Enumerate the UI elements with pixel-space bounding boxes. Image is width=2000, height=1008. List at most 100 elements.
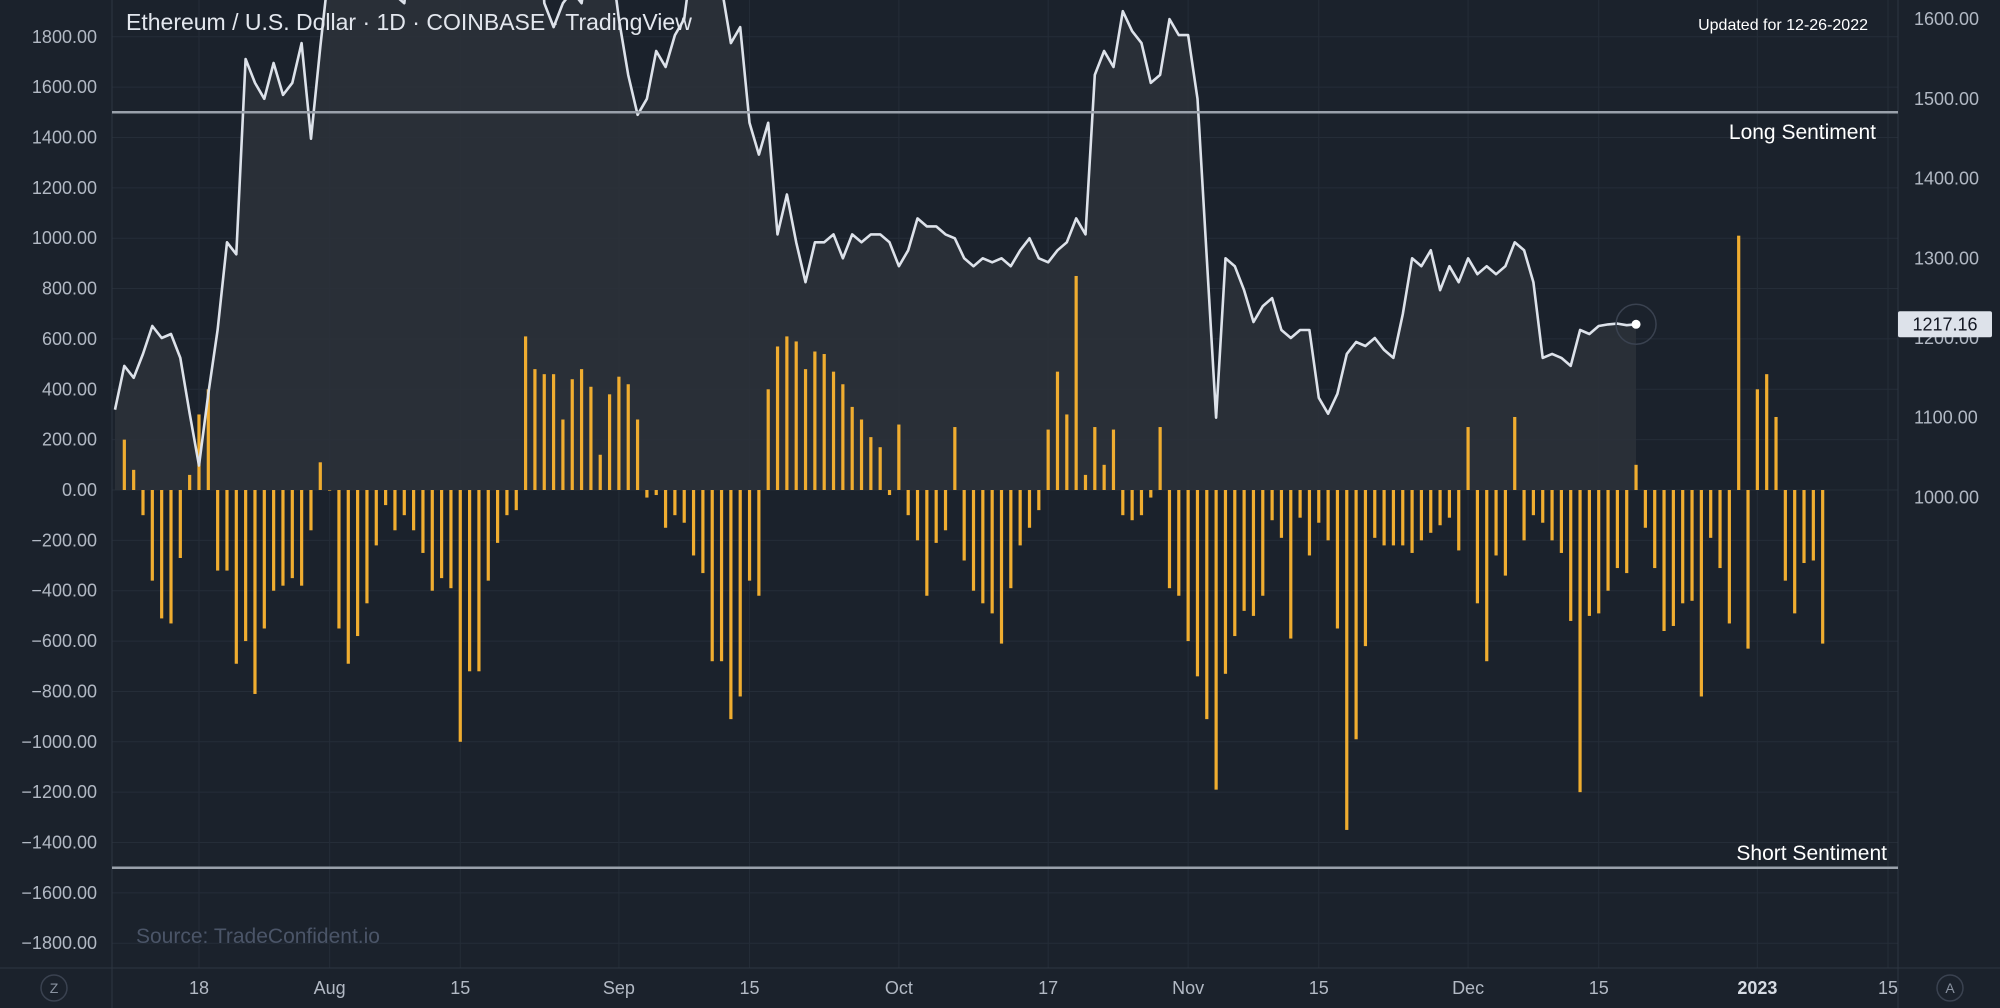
- auto-scale-left-circle[interactable]: [40, 974, 68, 1002]
- sentiment-bar: [523, 336, 528, 490]
- sentiment-bar: [1354, 490, 1358, 740]
- auto-scale-right-label[interactable]: A: [1945, 980, 1955, 996]
- sentiment-bar: [505, 490, 509, 516]
- auto-scale-left-label[interactable]: Z: [50, 980, 59, 996]
- sentiment-bar: [850, 406, 854, 490]
- sentiment-bar: [1345, 490, 1349, 830]
- sentiment-bar: [626, 384, 630, 490]
- left-axis-tick-label: 1000.00: [32, 228, 97, 248]
- sentiment-bar: [1065, 414, 1069, 490]
- sentiment-bar: [1055, 371, 1060, 490]
- sentiment-bar: [1550, 490, 1554, 541]
- sentiment-bar: [150, 490, 154, 581]
- sentiment-bar: [458, 490, 462, 742]
- sentiment-bar: [188, 474, 192, 490]
- last-price-ring: [1615, 303, 1657, 346]
- source-label: Source: TradeConfident.io: [136, 925, 380, 948]
- sentiment-bar: [943, 490, 948, 531]
- sentiment-bar: [486, 490, 490, 581]
- sentiment-bar: [337, 490, 341, 629]
- sentiment-bar: [1233, 490, 1237, 637]
- sentiment-bar: [141, 490, 145, 516]
- sentiment-bar: [729, 490, 733, 720]
- sentiment-bar: [1802, 490, 1806, 564]
- sentiment-bar: [719, 490, 724, 662]
- sentiment-bar: [346, 490, 350, 664]
- right-axis-tick-label: 1000.00: [1914, 487, 1979, 507]
- sentiment-bar: [1671, 490, 1675, 626]
- sentiment-bar: [1429, 490, 1433, 533]
- sentiment-bar: [1466, 427, 1470, 490]
- sentiment-bar: [561, 419, 565, 490]
- sentiment-bar: [1578, 490, 1582, 793]
- time-axis-tick-label: 18: [189, 978, 209, 998]
- sentiment-bar: [477, 490, 481, 672]
- sentiment-bar: [430, 490, 434, 591]
- sentiment-bar: [1765, 374, 1769, 490]
- sentiment-bar: [673, 490, 677, 516]
- sentiment-bar: [318, 462, 322, 490]
- updated-date: Updated for 12-26-2022: [1698, 17, 1868, 34]
- time-axis-tick-label: Dec: [1452, 978, 1484, 998]
- right-axis-tick-label: 1400.00: [1914, 169, 1979, 189]
- time-axis-tick-label: 15: [1309, 978, 1329, 998]
- left-axis-tick-label: 1600.00: [32, 77, 97, 97]
- sentiment-bar: [1457, 490, 1461, 551]
- auto-scale-left-button[interactable]: Z: [40, 974, 68, 1002]
- sentiment-bar: [169, 490, 173, 624]
- sentiment-bar: [1391, 490, 1396, 546]
- left-axis-tick-label: −400.00: [31, 581, 97, 601]
- sentiment-bar: [663, 490, 668, 528]
- auto-scale-right-circle[interactable]: [1936, 974, 1964, 1002]
- sentiment-bar: [757, 490, 761, 596]
- short-sentiment-label: Short Sentiment: [1736, 842, 1887, 865]
- sentiment-bar: [1074, 275, 1078, 490]
- auto-scale-right-button[interactable]: A: [1936, 974, 1964, 1002]
- sentiment-bar: [225, 490, 229, 571]
- sentiment-bar: [859, 419, 864, 490]
- sentiment-bar: [1373, 490, 1377, 538]
- left-axis-labels: 1800.00 1600.00 1400.00 1200.00 1000.00 800.0…: [21, 27, 97, 953]
- sentiment-bar: [1149, 490, 1153, 498]
- right-axis-tick-label: 1100.00: [1914, 408, 1978, 428]
- sentiment-bar: [1494, 490, 1498, 556]
- sentiment-bar: [813, 351, 817, 490]
- left-axis-tick-label: −1400.00: [21, 833, 97, 853]
- last-price-tag: 1217.16: [1898, 311, 1992, 338]
- sentiment-bar: [393, 490, 397, 531]
- sentiment-bar: [701, 490, 705, 574]
- price-line: [113, 0, 1637, 467]
- sentiment-bar: [281, 490, 285, 586]
- sentiment-bar: [197, 414, 201, 490]
- left-axis-tick-label: 0.00: [62, 480, 97, 500]
- sentiment-bar: [514, 490, 518, 511]
- left-axis-tick-label: −1600.00: [21, 883, 97, 903]
- left-axis-tick-label: 1800.00: [32, 27, 97, 47]
- sentiment-bar: [1167, 490, 1172, 589]
- sentiment-bar: [328, 490, 332, 491]
- sentiment-bar: [1111, 429, 1116, 490]
- sentiment-bar: [953, 427, 957, 490]
- left-axis-tick-label: −1800.00: [21, 933, 97, 953]
- sentiment-bar: [1709, 490, 1713, 538]
- sentiment-bar: [1653, 490, 1657, 569]
- sentiment-bar: [1214, 490, 1218, 790]
- left-axis-tick-label: 1200.00: [32, 178, 97, 198]
- time-axis-labels: 18 Aug 15 Sep 15 Oct 17 Nov 15 Dec 15 2023 15: [189, 978, 1898, 998]
- sentiment-bar: [897, 424, 901, 490]
- sentiment-bar: [132, 469, 136, 490]
- sentiment-bar: [1681, 490, 1685, 604]
- sentiment-bars: [122, 235, 1825, 830]
- time-axis-tick-label: 15: [740, 978, 760, 998]
- sentiment-bar: [1606, 490, 1610, 591]
- sentiment-bar: [1195, 490, 1200, 677]
- sentiment-bar: [1615, 490, 1619, 569]
- left-axis-tick-label: 600.00: [42, 329, 97, 349]
- sentiment-bar: [822, 354, 826, 490]
- sentiment-bar: [785, 336, 789, 490]
- sentiment-bar: [1242, 490, 1246, 611]
- sentiment-bar: [374, 490, 378, 546]
- sentiment-bar: [253, 490, 257, 694]
- sentiment-bar: [178, 490, 182, 558]
